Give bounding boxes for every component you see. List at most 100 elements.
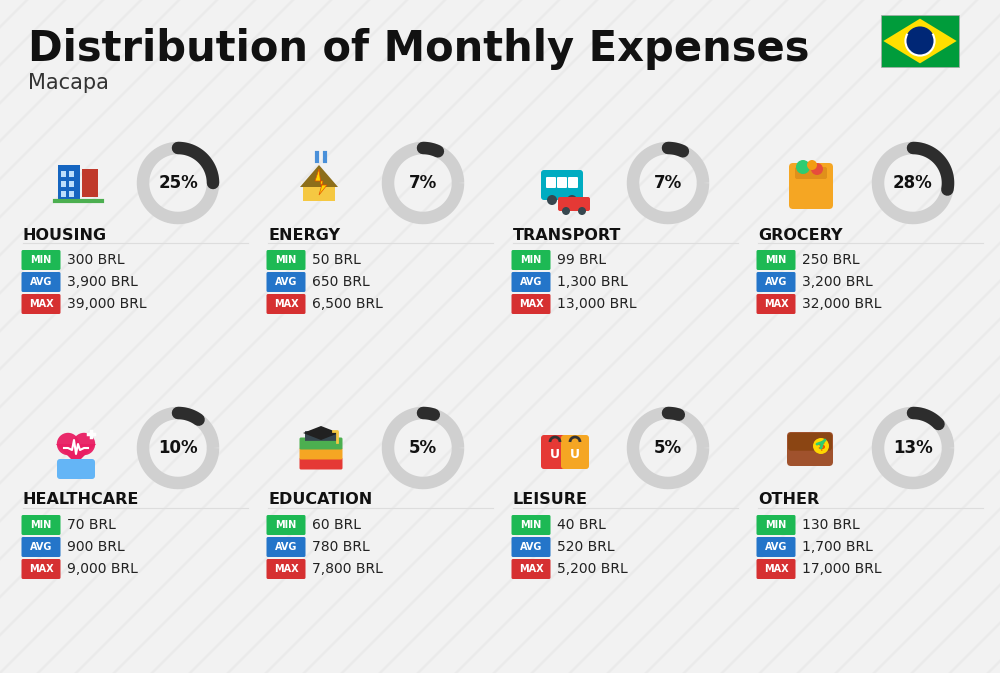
- Text: MIN: MIN: [765, 520, 787, 530]
- Circle shape: [796, 160, 810, 174]
- FancyBboxPatch shape: [541, 435, 569, 469]
- Circle shape: [547, 195, 557, 205]
- Text: 780 BRL: 780 BRL: [312, 540, 370, 554]
- Text: U: U: [570, 448, 580, 460]
- Text: MAX: MAX: [29, 564, 53, 574]
- Text: ENERGY: ENERGY: [268, 227, 340, 242]
- Text: MAX: MAX: [274, 564, 298, 574]
- Text: 32,000 BRL: 32,000 BRL: [802, 297, 882, 311]
- Text: AVG: AVG: [520, 277, 542, 287]
- FancyBboxPatch shape: [757, 250, 796, 270]
- Text: 900 BRL: 900 BRL: [67, 540, 125, 554]
- FancyBboxPatch shape: [541, 170, 583, 200]
- Text: MAX: MAX: [764, 299, 788, 309]
- FancyBboxPatch shape: [266, 559, 306, 579]
- Text: 7%: 7%: [654, 174, 682, 192]
- FancyBboxPatch shape: [69, 171, 74, 177]
- FancyBboxPatch shape: [300, 458, 342, 470]
- Text: 300 BRL: 300 BRL: [67, 253, 125, 267]
- FancyBboxPatch shape: [788, 433, 832, 451]
- Text: 60 BRL: 60 BRL: [312, 518, 361, 532]
- Text: 17,000 BRL: 17,000 BRL: [802, 562, 882, 576]
- Text: MIN: MIN: [520, 255, 542, 265]
- FancyBboxPatch shape: [512, 559, 550, 579]
- Text: 3,900 BRL: 3,900 BRL: [67, 275, 138, 289]
- Polygon shape: [303, 173, 335, 201]
- Circle shape: [567, 195, 577, 205]
- Polygon shape: [56, 444, 96, 464]
- FancyBboxPatch shape: [512, 272, 550, 292]
- FancyBboxPatch shape: [57, 459, 95, 479]
- Text: 25%: 25%: [158, 174, 198, 192]
- Text: 13%: 13%: [893, 439, 933, 457]
- FancyBboxPatch shape: [69, 181, 74, 187]
- Polygon shape: [315, 169, 327, 195]
- Text: MIN: MIN: [30, 255, 52, 265]
- Text: 6,500 BRL: 6,500 BRL: [312, 297, 383, 311]
- Text: 9,000 BRL: 9,000 BRL: [67, 562, 138, 576]
- Text: 250 BRL: 250 BRL: [802, 253, 860, 267]
- Text: MAX: MAX: [29, 299, 53, 309]
- Text: Distribution of Monthly Expenses: Distribution of Monthly Expenses: [28, 28, 810, 70]
- Text: AVG: AVG: [275, 542, 297, 552]
- FancyBboxPatch shape: [69, 191, 74, 197]
- FancyBboxPatch shape: [568, 177, 578, 188]
- Text: 5%: 5%: [409, 439, 437, 457]
- FancyBboxPatch shape: [61, 181, 66, 187]
- Polygon shape: [883, 19, 957, 63]
- Circle shape: [578, 207, 586, 215]
- Text: AVG: AVG: [765, 277, 787, 287]
- FancyBboxPatch shape: [512, 250, 550, 270]
- Text: AVG: AVG: [30, 542, 52, 552]
- Polygon shape: [300, 165, 338, 187]
- Text: AVG: AVG: [30, 277, 52, 287]
- FancyBboxPatch shape: [300, 437, 342, 450]
- FancyBboxPatch shape: [61, 191, 66, 197]
- FancyBboxPatch shape: [22, 537, 60, 557]
- Text: HOUSING: HOUSING: [23, 227, 107, 242]
- FancyBboxPatch shape: [266, 272, 306, 292]
- Text: Macapa: Macapa: [28, 73, 109, 93]
- Circle shape: [905, 26, 935, 56]
- Text: MIN: MIN: [520, 520, 542, 530]
- Text: 5%: 5%: [654, 439, 682, 457]
- Text: MIN: MIN: [30, 520, 52, 530]
- Text: 28%: 28%: [893, 174, 933, 192]
- Text: 99 BRL: 99 BRL: [557, 253, 606, 267]
- Text: MAX: MAX: [764, 564, 788, 574]
- FancyBboxPatch shape: [789, 163, 833, 209]
- FancyBboxPatch shape: [22, 272, 60, 292]
- Text: 70 BRL: 70 BRL: [67, 518, 116, 532]
- Text: GROCERY: GROCERY: [758, 227, 842, 242]
- FancyBboxPatch shape: [22, 559, 60, 579]
- FancyBboxPatch shape: [795, 167, 827, 179]
- FancyBboxPatch shape: [266, 250, 306, 270]
- FancyBboxPatch shape: [881, 15, 959, 67]
- Text: 1,300 BRL: 1,300 BRL: [557, 275, 628, 289]
- Text: HEALTHCARE: HEALTHCARE: [23, 493, 139, 507]
- Circle shape: [807, 160, 817, 170]
- Circle shape: [813, 438, 829, 454]
- Text: 40 BRL: 40 BRL: [557, 518, 606, 532]
- FancyBboxPatch shape: [757, 537, 796, 557]
- FancyBboxPatch shape: [22, 294, 60, 314]
- FancyBboxPatch shape: [757, 272, 796, 292]
- Text: MIN: MIN: [275, 255, 297, 265]
- FancyBboxPatch shape: [787, 432, 833, 466]
- FancyBboxPatch shape: [512, 537, 550, 557]
- FancyBboxPatch shape: [266, 294, 306, 314]
- Text: 10%: 10%: [158, 439, 198, 457]
- Text: 7%: 7%: [409, 174, 437, 192]
- FancyBboxPatch shape: [558, 197, 590, 211]
- Text: MAX: MAX: [519, 299, 543, 309]
- Text: 520 BRL: 520 BRL: [557, 540, 615, 554]
- Circle shape: [562, 207, 570, 215]
- FancyBboxPatch shape: [557, 177, 567, 188]
- Text: MAX: MAX: [274, 299, 298, 309]
- Text: U: U: [550, 448, 560, 460]
- Text: 130 BRL: 130 BRL: [802, 518, 860, 532]
- Text: $: $: [817, 441, 825, 451]
- FancyBboxPatch shape: [82, 169, 98, 197]
- FancyBboxPatch shape: [22, 515, 60, 535]
- FancyBboxPatch shape: [757, 559, 796, 579]
